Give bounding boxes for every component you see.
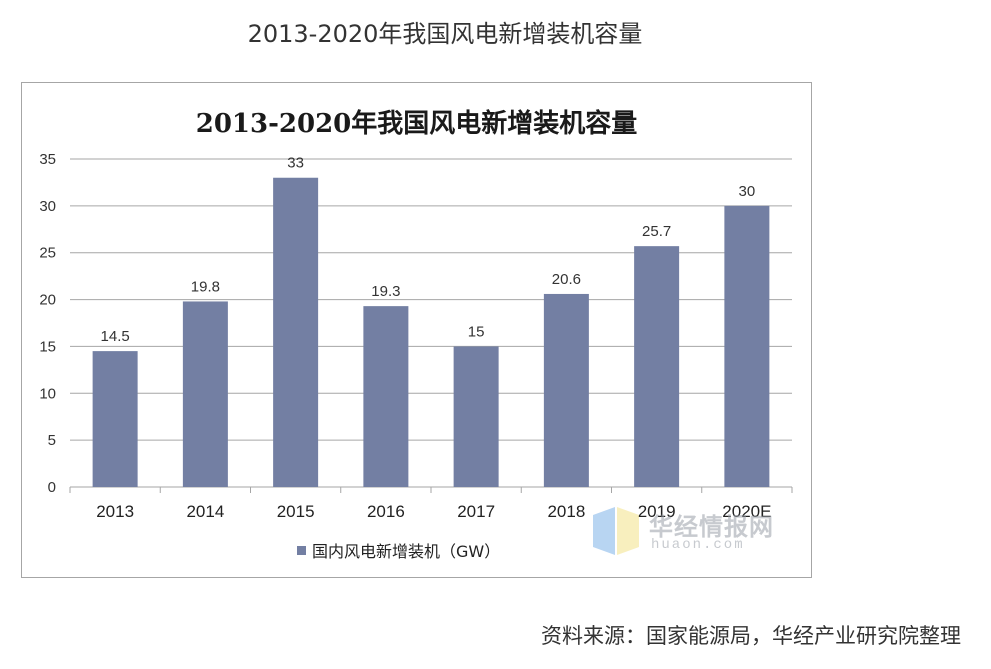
page-title: 2013-2020年我国风电新增装机容量: [247, 20, 643, 48]
chart-legend: 国内风电新增装机（GW）: [297, 538, 500, 562]
data-label: 14.5: [101, 328, 130, 345]
watermark-subtext: huaon.com: [651, 537, 745, 553]
bar-2019: [634, 246, 680, 487]
y-tick-label: 20: [39, 292, 56, 309]
bar-2015: [273, 177, 319, 487]
x-tick-label: 2017: [457, 502, 495, 521]
data-label: 30: [739, 183, 756, 200]
y-tick-label: 0: [48, 479, 56, 496]
x-tick-label: 2019: [638, 502, 676, 521]
bar-2020E: [724, 205, 770, 487]
watermark-icon: [593, 507, 639, 555]
y-tick-label: 10: [39, 385, 56, 402]
y-tick-label: 15: [39, 338, 56, 355]
x-tick-label: 2020E: [722, 502, 771, 521]
legend-label: 国内风电新增装机（GW）: [312, 542, 501, 561]
y-tick-label: 35: [39, 151, 56, 168]
data-label: 33: [287, 155, 304, 172]
x-tick-label: 2014: [186, 502, 224, 521]
bar-2016: [363, 306, 409, 487]
y-tick-label: 30: [39, 198, 56, 215]
chart-frame: 2013-2020年我国风电新增装机容量 0 5 10 15 20 25 30 35 14.5 2…: [21, 82, 812, 578]
data-label: 25.7: [642, 223, 671, 240]
bar-2017: [453, 346, 499, 487]
bar-2018: [543, 293, 589, 487]
x-tick-label: 2015: [277, 502, 315, 521]
bar-2014: [182, 301, 228, 487]
bar-2013: [92, 351, 138, 487]
data-label: 15: [468, 323, 485, 340]
y-tick-label: 5: [48, 432, 56, 449]
watermark-logo: 华经情报网 huaon.com: [589, 503, 789, 563]
data-label: 19.8: [191, 278, 220, 295]
x-tick-label: 2018: [547, 502, 585, 521]
legend-swatch: [297, 545, 306, 555]
data-label: 20.6: [552, 271, 581, 288]
x-tick-label: 2013: [96, 502, 134, 521]
watermark-text: 华经情报网: [649, 513, 774, 541]
y-tick-label: 25: [39, 245, 56, 262]
data-label: 19.3: [371, 283, 400, 300]
bar-chart: 0 5 10 15 20 25 30 35 14.5 2013 19.8 2014 33 2015 19.3…: [39, 151, 793, 521]
chart-title: 2013-2020年我国风电新增装机容量: [195, 109, 638, 139]
source-note: 资料来源：国家能源局，华经产业研究院整理: [541, 624, 961, 648]
x-tick-label: 2016: [367, 502, 405, 521]
